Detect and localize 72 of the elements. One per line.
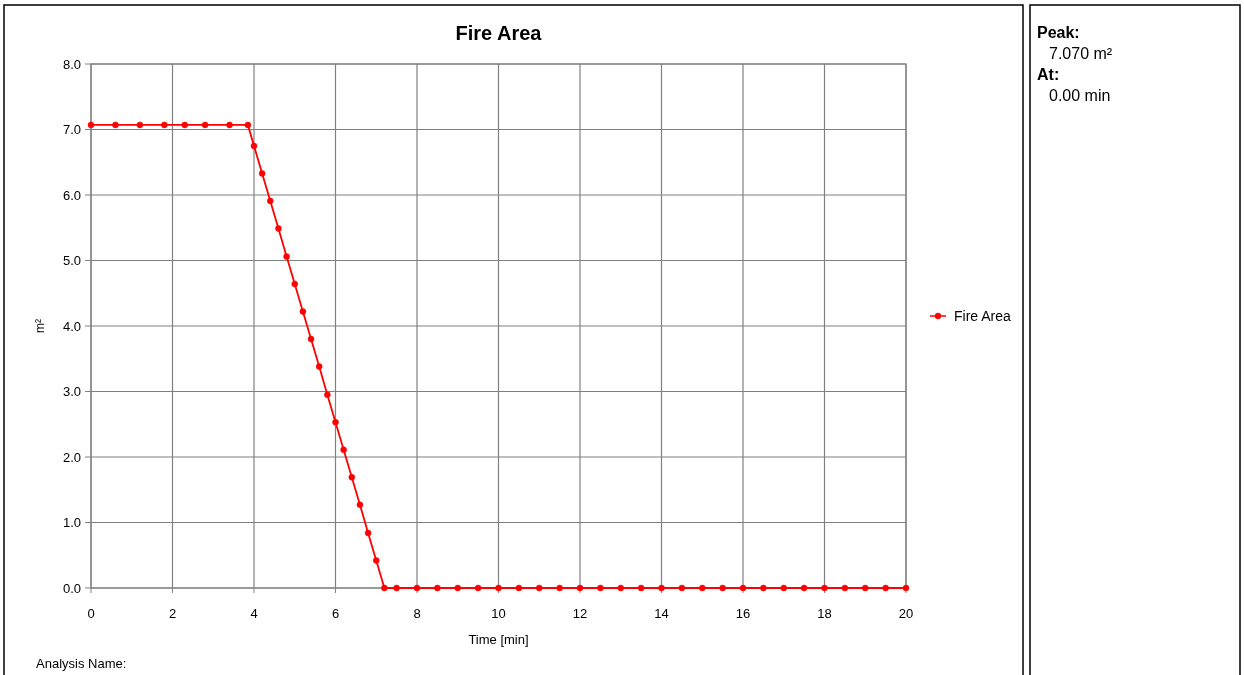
text: At: [1037, 66, 1060, 83]
x-tick-label: 12 [572, 606, 588, 621]
y-tick-label: 6.0 [62, 187, 81, 203]
x-tick-label: 14 [654, 606, 669, 621]
point [882, 584, 889, 592]
x-tick-label: 0 [87, 606, 95, 621]
y-axis-title: m² [33, 319, 47, 333]
point [800, 584, 808, 592]
point [291, 280, 298, 288]
point [315, 363, 323, 370]
text: Peak: [1037, 24, 1080, 41]
y-tick-label: 4.0 [62, 318, 81, 334]
y-tick-label: 1.0 [62, 515, 81, 530]
point [536, 584, 543, 592]
x-tick-label: 16 [735, 606, 751, 621]
point [434, 584, 441, 592]
point [201, 121, 209, 129]
point [250, 142, 258, 150]
point [267, 197, 274, 205]
x-tick-label: 20 [898, 606, 914, 621]
text: Analysis Name: [36, 656, 127, 671]
x-tick-label: 2 [168, 606, 177, 621]
point [258, 170, 266, 177]
x-tick-label: 10 [491, 606, 506, 621]
point [637, 584, 645, 592]
point [136, 121, 144, 129]
point [597, 584, 604, 592]
point [299, 308, 307, 315]
point [381, 584, 388, 592]
point [348, 474, 356, 481]
point [862, 584, 869, 592]
y-tick-label: 8.0 [62, 56, 81, 72]
point [454, 584, 461, 592]
x-tick-label: 8 [413, 606, 421, 621]
point [324, 391, 331, 399]
point [393, 584, 400, 592]
legend-label: Fire Area [954, 308, 1012, 324]
point [161, 121, 168, 129]
point [181, 121, 188, 129]
point [112, 121, 119, 129]
point [841, 584, 849, 592]
y-tick-label: 7.0 [62, 122, 81, 137]
point [340, 446, 347, 454]
point [275, 225, 282, 232]
point [556, 584, 563, 592]
point [226, 121, 233, 129]
y-tick-label: 2.0 [62, 449, 81, 465]
y-tick-label: 0.0 [62, 580, 81, 596]
point [307, 335, 315, 343]
point [760, 584, 767, 592]
x-tick-label: 4 [250, 606, 258, 621]
point [283, 253, 290, 260]
point [373, 557, 380, 564]
point [364, 529, 372, 537]
point [244, 121, 252, 129]
point [515, 584, 523, 592]
text: 7.070 m² [1049, 45, 1113, 62]
point [617, 584, 624, 592]
point [356, 501, 364, 509]
point [678, 584, 686, 592]
x-axis-title: Time [min] [468, 632, 529, 647]
point [332, 419, 339, 426]
x-tick-label: 6 [331, 606, 340, 621]
point [474, 584, 482, 592]
point [780, 584, 787, 592]
text: 0.00 min [1049, 87, 1111, 104]
y-tick-label: 5.0 [62, 253, 81, 268]
point [719, 584, 726, 592]
chart-title: Fire Area [455, 22, 543, 44]
x-tick-label: 18 [817, 606, 832, 621]
y-tick-label: 3.0 [62, 384, 81, 399]
point [699, 584, 706, 592]
